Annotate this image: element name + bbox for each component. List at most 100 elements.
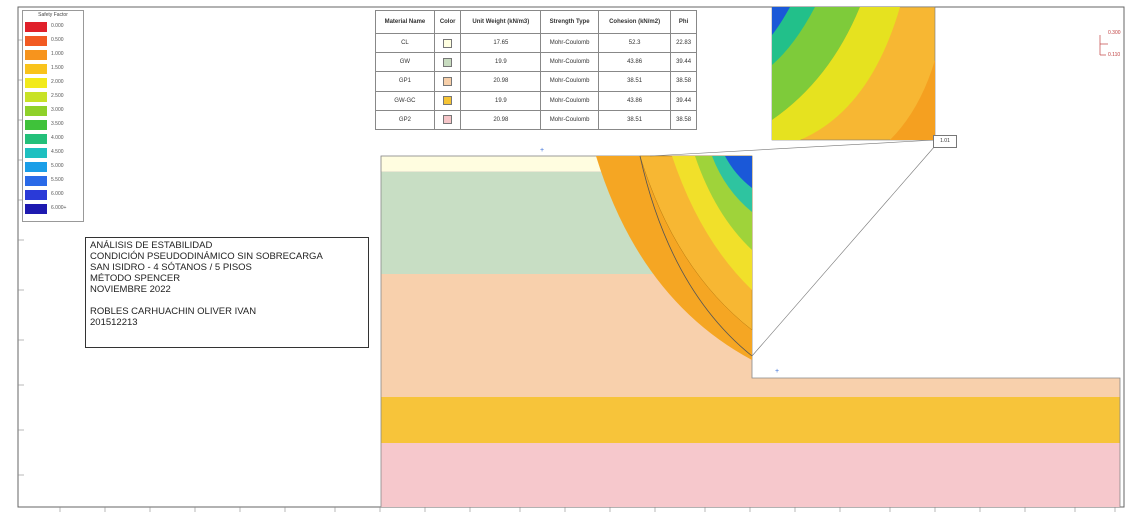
material-properties-table: Material Name Color Unit Weight (kN/m3) … [375,10,697,131]
legend-value: 1.000 [51,51,64,57]
material-color-swatch [443,115,453,125]
critical-slip-surface [639,155,753,357]
material-name-cell: GW [375,52,435,73]
zoom-band-teal [772,7,815,65]
factor-of-safety-label: 1.01 [933,135,957,148]
info-method: MÉTODO SPENCER [90,273,181,284]
legend-row: 3.500 [25,119,81,131]
strength-type-cell: Mohr-Coulomb [540,52,600,73]
zoom-line-top [649,139,936,157]
unit-weight-cell: 20.98 [460,71,542,92]
color-cell [433,32,462,54]
legend-value: 2.500 [51,93,64,99]
legend-swatch [25,120,47,130]
cohesion-cell: 38.51 [598,71,672,92]
legend-value: 2.000 [51,79,64,85]
info-author: ROBLES CARHUACHIN OLIVER IVAN [90,306,257,317]
legend-value: 5.500 [51,177,64,183]
info-date: NOVIEMBRE 2022 [90,284,171,295]
cohesion-cell: 43.86 [598,52,672,73]
material-color-swatch [443,96,453,106]
legend-value: 0.000 [51,23,64,29]
legend-value: 3.500 [51,121,64,127]
seismic-coefficient-top: 0.300 [1108,30,1121,36]
layer-gp2 [381,443,1120,507]
material-name-cell: GP2 [375,109,435,131]
legend-row: 5.500 [25,175,81,187]
legend-value: 4.000 [51,135,64,141]
info-project: SAN ISIDRO - 4 SÓTANOS / 5 PISOS [90,262,252,273]
cohesion-cell: 52.3 [598,32,672,54]
strength-type-cell: Mohr-Coulomb [540,71,600,92]
color-cell [433,109,462,131]
legend-row: 4.500 [25,147,81,159]
cohesion-cell: 38.51 [598,109,672,131]
legend-value: 1.500 [51,65,64,71]
legend-swatch [25,162,47,172]
marker-bench: + [775,368,779,375]
unit-weight-cell: 20.98 [460,109,542,131]
legend-value: 3.000 [51,107,64,113]
phi-cell: 39.44 [670,52,697,73]
horizontal-ruler [59,507,1116,512]
color-cell [433,52,462,73]
legend-value: 4.500 [51,149,64,155]
seismic-coefficient-bottom: 0.110 [1108,52,1121,58]
header-strength-type: Strength Type [540,10,600,34]
legend-swatch [25,190,47,200]
material-name-cell: CL [375,32,435,54]
slip-zone-band-5 [725,156,752,188]
legend-swatch [25,64,47,74]
zoom-band-yellow [772,7,900,140]
info-title: ANÁLISIS DE ESTABILIDAD [90,240,213,251]
table-header-row: Material Name Color Unit Weight (kN/m3) … [375,10,697,34]
unit-weight-cell: 17.65 [460,32,542,54]
color-cell [433,90,462,111]
material-color-swatch [443,38,453,48]
table-row: GW 19.9 Mohr-Coulomb 43.86 39.44 [375,52,697,73]
strength-type-cell: Mohr-Coulomb [540,109,600,131]
legend-swatch [25,50,47,60]
layer-gw-gc [381,397,1120,443]
header-color: Color [433,10,462,34]
phi-cell: 22.83 [670,32,697,54]
legend-swatch [25,78,47,88]
legend-swatch [25,106,47,116]
legend-row: 5.000 [25,161,81,173]
header-phi: Phi [670,10,697,34]
header-cohesion: Cohesion (kN/m2) [598,10,672,34]
legend-row: 1.500 [25,63,81,75]
legend-value: 6.000 [51,191,64,197]
phi-cell: 38.58 [670,71,697,92]
unit-weight-cell: 19.9 [460,52,542,73]
legend-swatch [25,134,47,144]
legend-row: 1.000 [25,49,81,61]
marker-top: + [540,147,544,154]
legend-value: 5.000 [51,163,64,169]
info-condition: CONDICIÓN PSEUDODINÁMICO SIN SOBRECARGA [90,251,323,262]
table-row: GW-GC 19.9 Mohr-Coulomb 43.86 39.44 [375,90,697,111]
unit-weight-cell: 19.9 [460,90,542,111]
table-row: GP2 20.98 Mohr-Coulomb 38.51 38.58 [375,109,697,131]
strength-type-cell: Mohr-Coulomb [540,32,600,54]
material-name-cell: GW-GC [375,90,435,111]
legend-title: Safety Factor [38,12,68,18]
phi-cell: 38.58 [670,109,697,131]
legend-row: 6.000+ [25,203,81,215]
analysis-info-box: ANÁLISIS DE ESTABILIDAD CONDICIÓN PSEUDO… [85,237,369,348]
legend-swatch [25,36,47,46]
zoom-band-blue [772,7,790,35]
legend-swatch [25,176,47,186]
legend-row: 2.500 [25,91,81,103]
legend-swatch [25,148,47,158]
seismic-load-icon [1099,35,1108,56]
legend-row: 3.000 [25,105,81,117]
zoom-line-bottom [751,145,936,357]
info-student-id: 201512213 [90,317,138,328]
legend-value: 6.000+ [51,205,67,211]
table-row: GP1 20.98 Mohr-Coulomb 38.51 38.58 [375,71,697,92]
legend-row: 0.000 [25,21,81,33]
material-color-swatch [443,76,453,86]
zoom-band-orange [890,60,935,140]
